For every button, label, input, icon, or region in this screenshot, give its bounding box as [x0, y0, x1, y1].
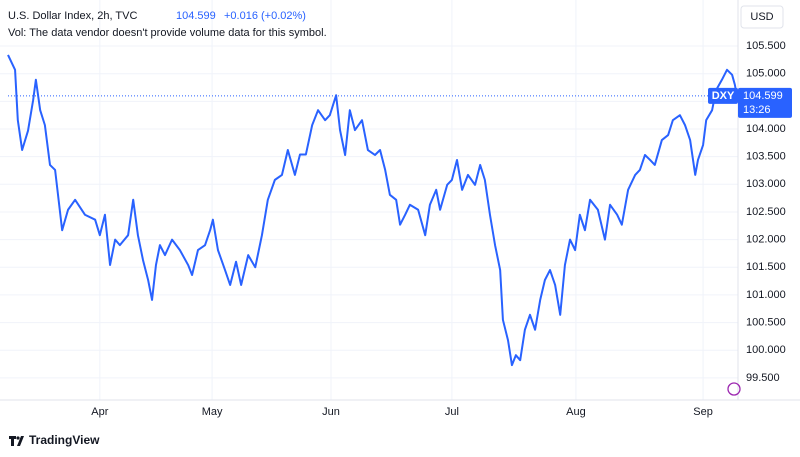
y-tick-label: 101.000 — [746, 289, 786, 301]
currency-label: USD — [750, 11, 773, 23]
header-change: +0.016 (+0.02%) — [224, 10, 306, 22]
price-line — [7, 54, 738, 367]
price-tag — [738, 87, 792, 118]
volume-note: Vol: The data vendor doesn't provide vol… — [8, 27, 327, 39]
y-tick-label: 102.500 — [746, 206, 786, 218]
currency-button[interactable] — [740, 5, 784, 29]
y-tick-label: 105.500 — [746, 40, 786, 52]
x-tick-label: Jun — [322, 406, 340, 418]
y-tick-label: 100.000 — [746, 344, 786, 356]
x-tick-label: Apr — [91, 406, 108, 418]
grid — [0, 0, 738, 400]
brand-name: TradingView — [29, 433, 100, 447]
symbol-tag — [708, 87, 738, 104]
y-tick-label: 99.500 — [746, 372, 780, 384]
y-tick-label: 105.000 — [746, 68, 786, 80]
price-tag-value: 104.599 — [743, 90, 783, 102]
y-tick-label: 104.000 — [746, 123, 786, 135]
y-tick-label: 101.500 — [746, 261, 786, 273]
y-tick-label: 100.500 — [746, 316, 786, 328]
x-tick-label: May — [202, 406, 223, 418]
event-icon[interactable] — [727, 382, 741, 396]
y-tick-label: 103.500 — [746, 151, 786, 163]
brand-logo — [9, 436, 24, 446]
x-tick-label: Jul — [445, 406, 459, 418]
y-tick-label: 102.000 — [746, 234, 786, 246]
y-tick-label: 103.000 — [746, 178, 786, 190]
x-tick-label: Aug — [566, 406, 586, 418]
header-price: 104.599 — [176, 10, 216, 22]
chart-title: U.S. Dollar Index, 2h, TVC — [8, 10, 137, 22]
price-tag-countdown: 13:26 — [743, 104, 771, 116]
symbol-label: DXY — [712, 90, 735, 102]
x-tick-label: Sep — [693, 406, 713, 418]
